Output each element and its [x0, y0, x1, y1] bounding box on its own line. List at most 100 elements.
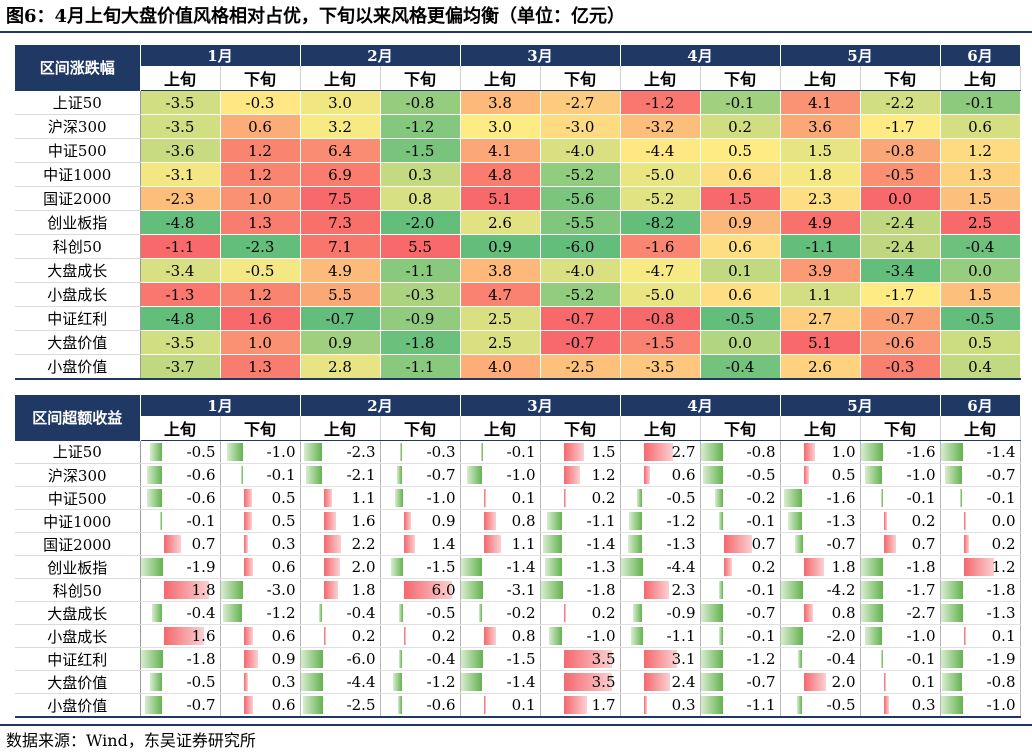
table-row: 小盘成长 -1.3 1.2 5.5 -0.3 4.7 -5.2 -5.0 0.6 1.1 -1.7 1… — [15, 282, 1021, 307]
table-row: 大盘成长 -3.4 -0.5 4.9 -1.1 3.8 -4.0 -4.7 0.1 3.9 -3.4… — [15, 258, 1021, 283]
heat-cell: 6.4 — [300, 138, 381, 163]
bar-cell: -0.1 — [700, 624, 781, 648]
bar-value: -1.6 — [906, 443, 936, 461]
row-label: 中证1000 — [15, 162, 141, 187]
bar-value: -1.6 — [826, 489, 856, 507]
bar-value: 1.6 — [191, 627, 216, 645]
bar-cell: -1.3 — [620, 532, 701, 556]
heat-cell: 3.9 — [780, 258, 861, 283]
negative-data-bar — [460, 581, 483, 599]
bar-cell: 3.5 — [540, 670, 621, 694]
heat-cell: 0.0 — [700, 330, 781, 355]
bar-value: 0.2 — [591, 604, 616, 622]
positive-data-bar — [723, 558, 732, 576]
heat-cell: -0.8 — [620, 306, 701, 331]
bar-value: -0.5 — [666, 489, 696, 507]
bar-cell: 3.5 — [540, 647, 621, 671]
bar-value: -0.1 — [266, 466, 296, 484]
bar-value: -4.4 — [666, 558, 696, 576]
heat-cell: 1.2 — [220, 282, 301, 307]
table-row: 中证500 -0.6 0.5 1.1 -1.0 0.1 0.2 -0.5 -0.2 -1.6 -0.… — [15, 486, 1021, 510]
negative-data-bar — [718, 581, 723, 599]
heat-cell: -1.6 — [620, 234, 701, 259]
row-label: 上证50 — [15, 90, 141, 115]
bar-value: 0.2 — [751, 558, 776, 576]
heat-cell: 2.5 — [460, 306, 541, 331]
negative-data-bar — [632, 604, 643, 622]
table-row: 小盘价值 -0.7 0.6 -2.5 -0.6 0.1 1.7 0.3 -1.1 -0.5 0.3 -… — [15, 693, 1021, 718]
heat-cell: 1.5 — [780, 138, 861, 163]
table-row: 国证2000 -2.3 1.0 7.5 0.8 5.1 -5.6 -5.2 1.5 2.3 0.0 1… — [15, 186, 1021, 211]
heat-cell: -1.1 — [780, 234, 861, 259]
month-header: 6月 — [940, 395, 1021, 416]
heat-cell: -2.3 — [140, 186, 221, 211]
positive-data-bar — [643, 696, 647, 714]
heat-cell: -1.5 — [380, 138, 461, 163]
bar-value: -0.4 — [346, 604, 376, 622]
bar-value: 0.2 — [351, 627, 376, 645]
heat-cell: -3.5 — [140, 90, 221, 115]
positive-data-bar — [243, 512, 252, 530]
heat-cell: 1.5 — [700, 186, 781, 211]
bar-cell: -4.2 — [780, 578, 861, 602]
heat-cell: -8.2 — [620, 210, 701, 235]
heat-cell: -0.7 — [300, 306, 381, 331]
bar-cell: 0.7 — [860, 532, 941, 556]
positive-data-bar — [323, 535, 342, 553]
bar-value: -1.8 — [986, 581, 1016, 599]
bar-cell: -2.5 — [300, 693, 381, 718]
table-row: 中证红利 -4.8 1.6 -0.7 -0.9 2.5 -0.7 -0.8 -0.5 2.7 -0.… — [15, 306, 1021, 331]
bar-value: 0.6 — [271, 558, 296, 576]
excess-return-bar-table: 区间超额收益 1月 2月 3月 4月 5月 6月 上旬 下旬 上旬 下旬 上旬 下旬 上旬 下旬 上旬 下旬 上旬… — [15, 395, 1021, 718]
bar-value: 0.2 — [591, 489, 616, 507]
table-row: 小盘成长 1.6 0.6 0.2 0.2 0.8 -1.0 -1.1 -0.1 -2.0 -1.0 0… — [15, 624, 1021, 648]
heat-cell: 3.8 — [460, 258, 541, 283]
heat-cell: -5.2 — [540, 282, 621, 307]
negative-data-bar — [942, 673, 963, 691]
heat-cell: -5.2 — [620, 186, 701, 211]
bar-value: -0.7 — [826, 535, 856, 553]
negative-data-bar — [398, 604, 403, 622]
bar-value: -1.8 — [906, 558, 936, 576]
table-row: 沪深300 -3.5 0.6 3.2 -1.2 3.0 -3.0 -3.2 0.2 3.6 -1.7… — [15, 114, 1021, 139]
heat-cell: -6.0 — [540, 234, 621, 259]
sub-header-early: 上旬 — [460, 66, 541, 91]
heat-cell: 1.2 — [220, 162, 301, 187]
heat-cell: 0.6 — [940, 114, 1021, 139]
table-row: 科创50 1.8 -3.0 1.8 6.0 -3.1 -1.8 2.3 -0.1 -4.2 -1.7… — [15, 578, 1021, 602]
bar-value: 0.2 — [991, 535, 1016, 553]
bar-value: -1.1 — [666, 627, 696, 645]
heat-cell: 1.8 — [780, 162, 861, 187]
footer-rule — [0, 724, 1032, 726]
bar-cell: 2.0 — [780, 670, 861, 694]
bar-cell: 0.6 — [220, 693, 301, 718]
sub-header-late: 下旬 — [700, 66, 781, 91]
bar-value: 3.1 — [671, 650, 696, 668]
bar-value: -2.3 — [346, 443, 376, 461]
bar-value: -1.0 — [586, 627, 616, 645]
month-header: 1月 — [140, 45, 301, 66]
bar-value: 0.9 — [431, 512, 456, 530]
positive-data-bar — [803, 443, 815, 461]
sub-header-late: 下旬 — [860, 416, 941, 441]
heat-cell: -2.2 — [860, 90, 941, 115]
bar-value: 1.8 — [351, 581, 376, 599]
heat-cell: 1.6 — [220, 306, 301, 331]
row-label: 中证红利 — [15, 647, 141, 671]
bar-cell: 0.7 — [700, 532, 781, 556]
heat-cell: 2.3 — [780, 186, 861, 211]
heat-cell: 0.0 — [860, 186, 941, 211]
bar-value: 2.3 — [671, 581, 696, 599]
positive-data-bar — [323, 558, 340, 576]
bar-cell: -0.1 — [140, 509, 221, 533]
bar-cell: 6.0 — [380, 578, 461, 602]
heat-cell: 2.8 — [300, 354, 381, 380]
positive-data-bar — [643, 443, 673, 461]
bar-cell: 2.4 — [620, 670, 701, 694]
bar-cell: -0.8 — [940, 670, 1021, 694]
positive-data-bar — [163, 627, 204, 645]
bar-cell: -1.1 — [540, 509, 621, 533]
bar-cell: 0.5 — [780, 463, 861, 487]
positive-data-bar — [883, 696, 889, 714]
negative-data-bar — [548, 627, 563, 645]
